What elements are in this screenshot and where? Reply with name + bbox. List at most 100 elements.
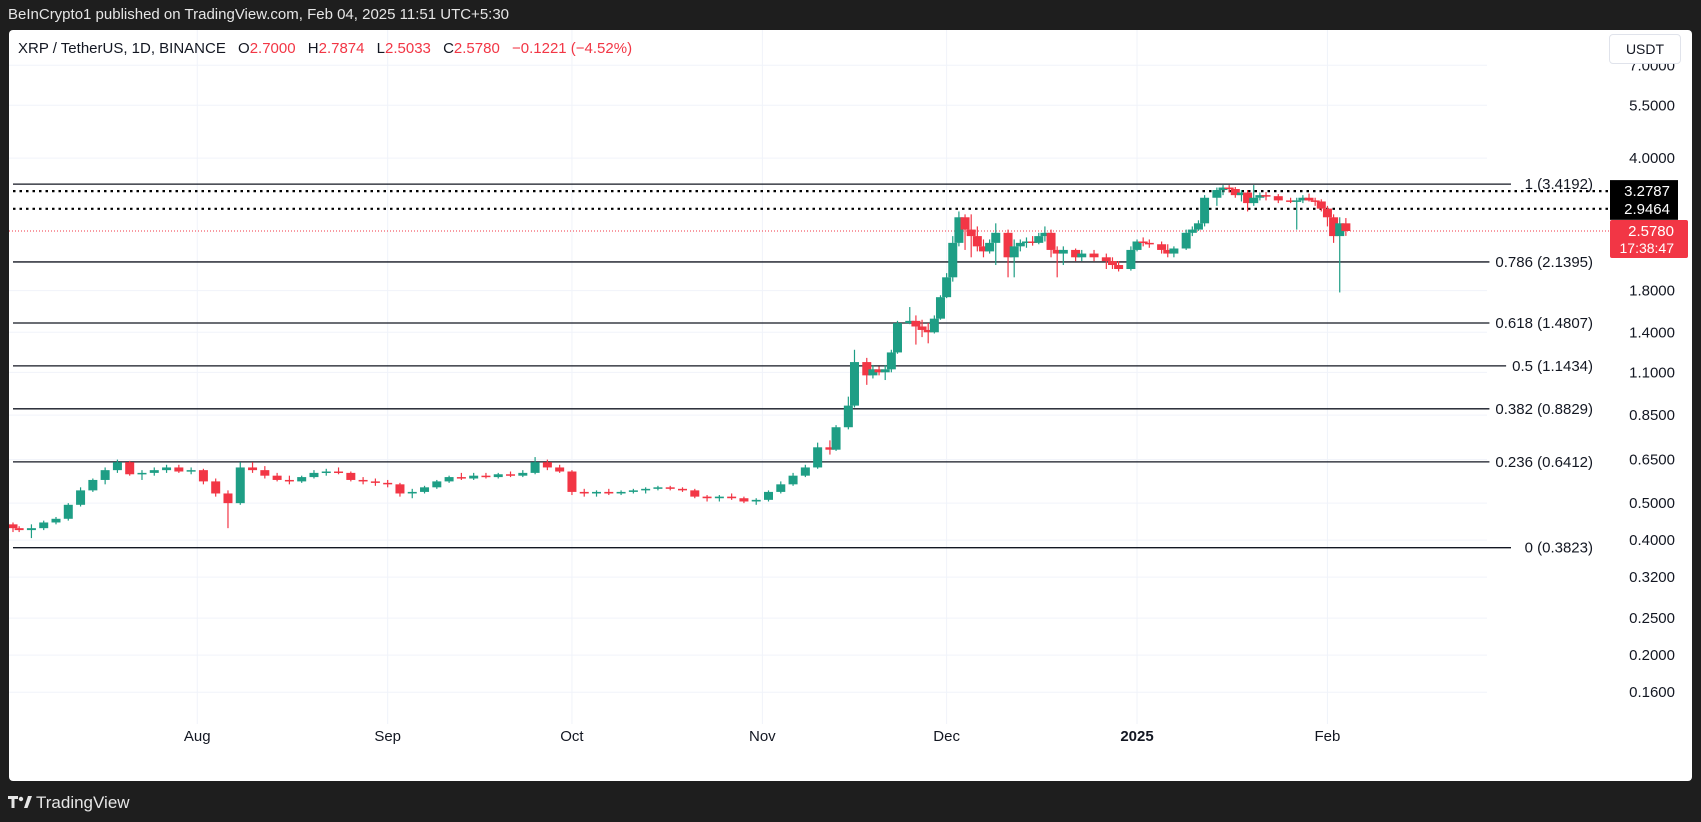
- candle[interactable]: [1009, 239, 1019, 278]
- candle[interactable]: [905, 307, 915, 325]
- candle[interactable]: [1236, 190, 1246, 202]
- candle[interactable]: [985, 239, 995, 254]
- candle[interactable]: [702, 495, 712, 502]
- candle[interactable]: [88, 478, 98, 492]
- candle[interactable]: [1212, 187, 1222, 206]
- candle[interactable]: [1157, 241, 1167, 254]
- candle[interactable]: [862, 357, 872, 385]
- candle[interactable]: [555, 464, 565, 473]
- candle[interactable]: [481, 472, 491, 479]
- candle[interactable]: [1107, 257, 1117, 270]
- candle[interactable]: [76, 487, 86, 507]
- candle[interactable]: [917, 319, 927, 338]
- candle[interactable]: [978, 239, 988, 258]
- candle[interactable]: [886, 349, 896, 373]
- candle[interactable]: [1046, 229, 1056, 258]
- candle[interactable]: [1224, 185, 1234, 193]
- candlestick-chart[interactable]: 1 (3.4192) 0.786 (2.1395) 0.618 (1.4807) 0.…: [9, 30, 1692, 781]
- candle[interactable]: [690, 488, 700, 499]
- candle[interactable]: [628, 488, 638, 494]
- candle[interactable]: [1286, 197, 1296, 204]
- candle[interactable]: [1322, 205, 1332, 227]
- candle[interactable]: [444, 475, 454, 483]
- candle[interactable]: [1028, 236, 1038, 246]
- candle[interactable]: [641, 487, 651, 494]
- candle[interactable]: [9, 522, 18, 533]
- candle[interactable]: [880, 364, 890, 381]
- candle[interactable]: [321, 468, 331, 476]
- candle[interactable]: [63, 503, 73, 521]
- candle[interactable]: [284, 475, 294, 485]
- candle[interactable]: [358, 477, 368, 485]
- candle[interactable]: [935, 295, 945, 320]
- candle[interactable]: [1292, 197, 1302, 230]
- candle[interactable]: [1335, 217, 1345, 293]
- candle[interactable]: [493, 472, 503, 479]
- candle[interactable]: [112, 459, 122, 473]
- candle[interactable]: [911, 315, 921, 345]
- candle[interactable]: [149, 467, 159, 476]
- candle[interactable]: [1114, 261, 1124, 272]
- candle[interactable]: [678, 487, 688, 492]
- candle[interactable]: [542, 459, 552, 471]
- chart-panel[interactable]: 1 (3.4192) 0.786 (2.1395) 0.618 (1.4807) 0.…: [9, 30, 1692, 781]
- candle[interactable]: [653, 485, 663, 491]
- candle[interactable]: [162, 464, 172, 473]
- candle[interactable]: [1181, 229, 1191, 250]
- candle[interactable]: [788, 472, 798, 486]
- candle[interactable]: [346, 471, 356, 482]
- candle[interactable]: [825, 440, 835, 455]
- candle[interactable]: [1261, 192, 1271, 201]
- candle[interactable]: [383, 479, 393, 488]
- candle[interactable]: [616, 490, 626, 496]
- candle[interactable]: [26, 524, 36, 539]
- candle[interactable]: [1071, 248, 1081, 262]
- candle[interactable]: [966, 214, 976, 258]
- candle[interactable]: [211, 478, 221, 497]
- candle[interactable]: [370, 478, 380, 486]
- candle[interactable]: [843, 396, 853, 430]
- candle[interactable]: [604, 488, 614, 496]
- candle[interactable]: [1089, 249, 1099, 262]
- candle[interactable]: [223, 490, 233, 529]
- candle[interactable]: [432, 479, 442, 489]
- candle[interactable]: [1304, 193, 1314, 202]
- candle[interactable]: [297, 475, 307, 483]
- candle[interactable]: [51, 516, 61, 525]
- candle[interactable]: [942, 273, 952, 299]
- currency-button[interactable]: USDT: [1609, 34, 1681, 64]
- candle[interactable]: [174, 464, 184, 473]
- candle[interactable]: [954, 211, 964, 247]
- candle[interactable]: [892, 320, 902, 354]
- candle[interactable]: [14, 526, 24, 533]
- candle[interactable]: [849, 349, 859, 408]
- candle[interactable]: [530, 457, 540, 475]
- candle[interactable]: [751, 498, 761, 505]
- candle[interactable]: [1249, 185, 1259, 206]
- candle[interactable]: [309, 470, 319, 479]
- candle[interactable]: [1138, 237, 1148, 247]
- candle[interactable]: [948, 236, 958, 282]
- candle[interactable]: [272, 472, 282, 482]
- candle[interactable]: [1034, 232, 1044, 245]
- candle[interactable]: [186, 467, 196, 475]
- candle[interactable]: [567, 470, 577, 496]
- candle[interactable]: [579, 488, 589, 497]
- candle[interactable]: [1015, 239, 1025, 252]
- candle[interactable]: [929, 315, 939, 334]
- candle[interactable]: [1255, 192, 1265, 201]
- candle[interactable]: [592, 490, 602, 497]
- candle[interactable]: [198, 468, 208, 485]
- candle[interactable]: [1200, 195, 1210, 227]
- candle[interactable]: [1163, 244, 1173, 258]
- candle[interactable]: [665, 485, 675, 491]
- candle[interactable]: [1169, 246, 1179, 258]
- candle[interactable]: [813, 442, 823, 469]
- candle[interactable]: [1273, 194, 1283, 204]
- candle[interactable]: [518, 470, 528, 478]
- candle[interactable]: [868, 364, 878, 379]
- candle[interactable]: [776, 481, 786, 494]
- candle[interactable]: [395, 482, 405, 497]
- candle[interactable]: [1341, 218, 1351, 236]
- candle[interactable]: [469, 472, 479, 480]
